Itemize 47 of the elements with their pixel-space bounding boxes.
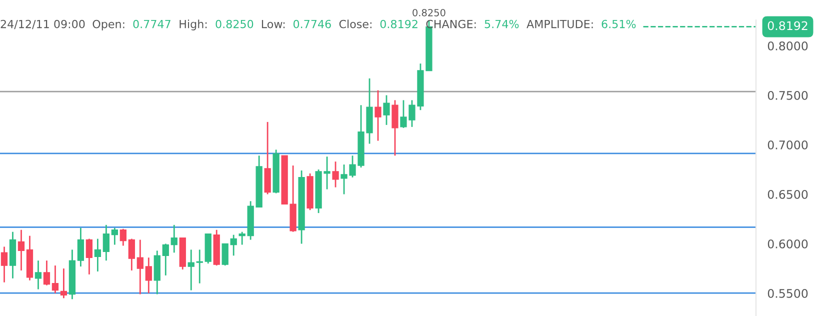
candlestick [383,94,390,126]
annotation: 5.74% [484,20,519,28]
candlestick [120,228,126,246]
annotation: 24/12/11 09:00 [0,20,85,30]
annotation: High: [180,20,207,30]
candlestick [136,239,144,295]
candlestick [264,121,271,195]
ref-line-label: 0.8192 [768,21,808,30]
candlestick [196,248,203,284]
candlestick [392,99,398,156]
candlestick [162,243,169,276]
annotation: 0.7746 [293,20,331,28]
candlestick [60,268,68,299]
candlestick [0,246,8,284]
candlestick [94,238,102,272]
candlestick [77,227,84,268]
text: 0.8250 [412,8,446,16]
y-tick-label: 0.6500 [768,190,808,199]
candlestick [34,260,42,290]
candlestick [188,248,194,291]
annotation: 0.8250 [216,20,254,28]
candlestick [52,264,59,294]
y-tick-label: 0.8000 [768,41,808,50]
candlestick [222,243,228,266]
candlestick [128,238,135,272]
candlestick [374,90,382,142]
candlestick [332,160,339,188]
candlestick [18,229,25,272]
annotation: Open: [92,20,124,30]
candlestick [86,238,93,276]
candlestick [170,224,178,254]
y-tick-label: 0.6000 [768,239,808,248]
annotation: 0.7747 [133,20,170,28]
y-tick-label: 0.5500 [768,288,808,298]
candlestick [230,234,237,256]
annotation: 6.51% [602,20,636,28]
y-tick-label: 0.7000 [768,140,808,150]
annotation: AMPLITUDE: [526,20,593,28]
candlestick [102,224,110,262]
candlestick [145,256,152,294]
y-tick-label: 0.7500 [768,90,808,100]
candlestick [238,231,246,246]
annotation: Low: [262,20,285,28]
candlestick [111,227,118,246]
annotation: Close: [339,20,372,28]
candlestick [43,260,50,286]
annotation: 0.8192 [380,20,418,28]
